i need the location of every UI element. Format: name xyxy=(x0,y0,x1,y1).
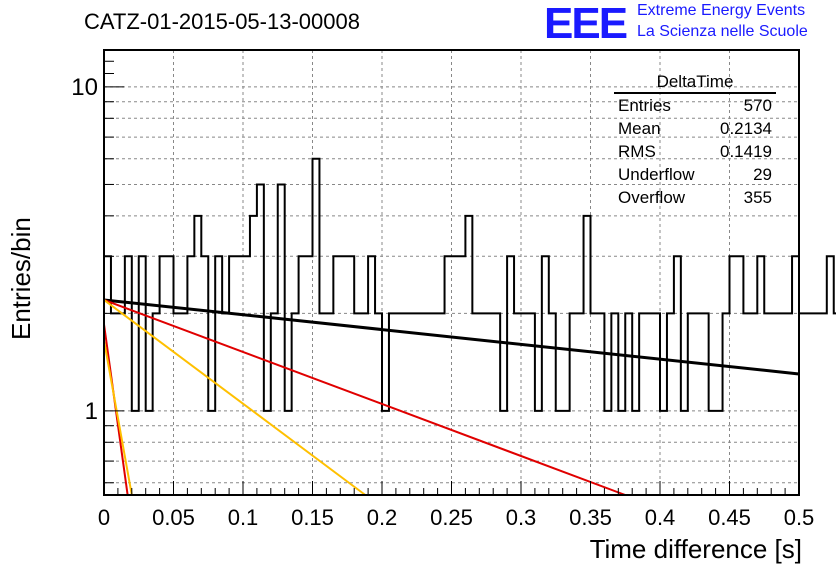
x-tick-label: 0.3 xyxy=(506,505,537,530)
x-tick-label: 0.15 xyxy=(291,505,334,530)
x-axis-label: Time difference [s] xyxy=(589,534,802,564)
fit-curve xyxy=(103,299,626,496)
x-tick-label: 0.2 xyxy=(367,505,398,530)
stats-row-rms: RMS 0.1419 xyxy=(610,140,776,163)
x-tick-label: 0.25 xyxy=(430,505,473,530)
stats-box: DeltaTime Entries 570 Mean 0.2134 RMS 0.… xyxy=(610,72,776,209)
histogram-outline xyxy=(103,157,836,495)
stats-label: Entries xyxy=(618,96,671,115)
stats-value: 29 xyxy=(753,165,772,184)
stats-row-mean: Mean 0.2134 xyxy=(610,117,776,140)
x-tick-label: 0 xyxy=(98,505,110,530)
y-tick-label: 1 xyxy=(85,398,98,425)
stats-value: 570 xyxy=(743,96,772,115)
x-tick-label: 0.4 xyxy=(645,505,676,530)
stats-label: Mean xyxy=(618,119,661,138)
logo-line-1: Extreme Energy Events xyxy=(637,2,806,19)
x-tick-label: 0.1 xyxy=(228,505,259,530)
stats-row-overflow: Overflow 355 xyxy=(610,186,776,209)
eee-logo: EEE xyxy=(544,0,628,48)
stats-label: Underflow xyxy=(618,165,695,184)
fit-curve xyxy=(103,340,133,496)
fit-curve xyxy=(103,299,366,496)
y-axis-label: Entries/bin xyxy=(6,217,36,340)
stats-box-title: DeltaTime xyxy=(614,72,776,94)
x-tick-label: 0.05 xyxy=(152,505,195,530)
chart-title: CATZ-01-2015-05-13-00008 xyxy=(84,9,360,34)
stats-label: RMS xyxy=(618,142,656,161)
stats-value: 0.1419 xyxy=(720,142,772,161)
fit-curve xyxy=(103,298,800,376)
stats-row-underflow: Underflow 29 xyxy=(610,163,776,186)
logo-line-2: La Scienza nelle Scuole xyxy=(637,23,808,40)
stats-row-entries: Entries 570 xyxy=(610,94,776,117)
stats-label: Overflow xyxy=(618,188,686,207)
x-tick-label: 0.45 xyxy=(708,505,751,530)
stats-value: 355 xyxy=(743,188,772,207)
y-tick-label: 10 xyxy=(71,74,98,101)
x-tick-label: 0.5 xyxy=(784,505,815,530)
stats-value: 0.2134 xyxy=(720,119,772,138)
x-tick-label: 0.35 xyxy=(569,505,612,530)
